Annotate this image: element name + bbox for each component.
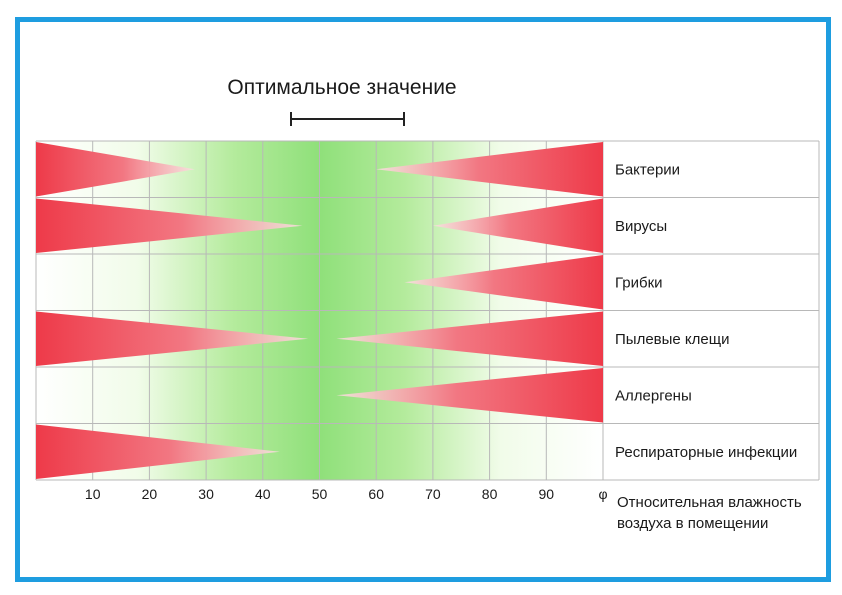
row-label: Грибки [615, 274, 663, 291]
row-label: Респираторные инфекции [615, 444, 797, 461]
hazard-right-triangle [404, 255, 603, 310]
x-axis-label-line2: воздуха в помещении [617, 515, 768, 532]
hazard-right-triangle [432, 198, 603, 253]
x-tick-label: φ [598, 486, 607, 502]
optimal-range-bracket [290, 112, 405, 126]
x-tick-label: 10 [85, 486, 101, 502]
x-tick-label: 50 [312, 486, 328, 502]
x-tick-label: 90 [539, 486, 555, 502]
hazard-left-triangle [36, 424, 280, 479]
x-ticks: 10 20 30 40 50 60 70 80 90 φ [85, 486, 608, 502]
x-axis-label-line1: Относительная влажность [617, 494, 802, 511]
x-tick-label: 60 [368, 486, 384, 502]
row-label: Аллергены [615, 387, 692, 404]
hazard-left-triangle [36, 142, 195, 197]
hazard-left-triangle [36, 311, 309, 366]
hazard-left-triangle [36, 198, 303, 253]
hazard-triangles [36, 142, 603, 479]
x-tick-label: 70 [425, 486, 441, 502]
row-label: Пылевые клещи [615, 331, 729, 348]
row-labels: Бактерии Вирусы Грибки Пылевые клещи Аллерге… [615, 161, 797, 461]
row-label: Бактерии [615, 161, 680, 178]
x-tick-label: 40 [255, 486, 271, 502]
hazard-right-triangle [336, 311, 603, 366]
chart-title: Оптимальное значение [227, 76, 456, 99]
hazard-right-triangle [376, 142, 603, 197]
hazard-right-triangle [336, 368, 603, 423]
x-tick-label: 30 [198, 486, 214, 502]
grid [35, 140, 820, 481]
row-label: Вирусы [615, 218, 667, 235]
chart-frame [15, 17, 831, 582]
x-tick-label: 80 [482, 486, 498, 502]
x-tick-label: 20 [142, 486, 158, 502]
